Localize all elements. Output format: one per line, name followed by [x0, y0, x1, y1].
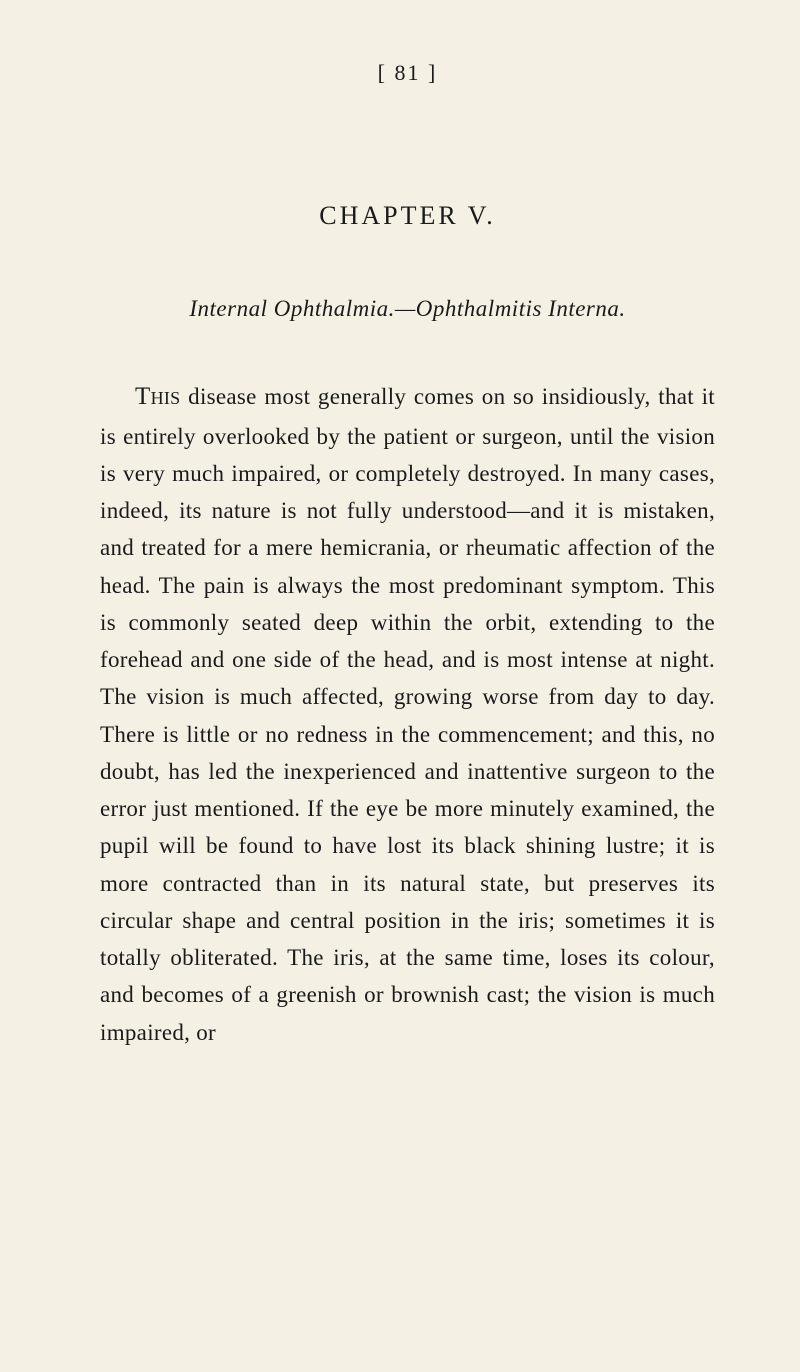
paragraph-text: disease most generally comes on so insid… — [100, 384, 715, 1045]
page-number: [ 81 ] — [100, 60, 715, 86]
chapter-subtitle: Internal Ophthalmia.—Ophthalmitis Intern… — [100, 296, 715, 322]
paragraph-first-word: This — [135, 383, 180, 410]
body-paragraph: This disease most generally comes on so … — [100, 377, 715, 1051]
chapter-heading: CHAPTER V. — [100, 201, 715, 231]
